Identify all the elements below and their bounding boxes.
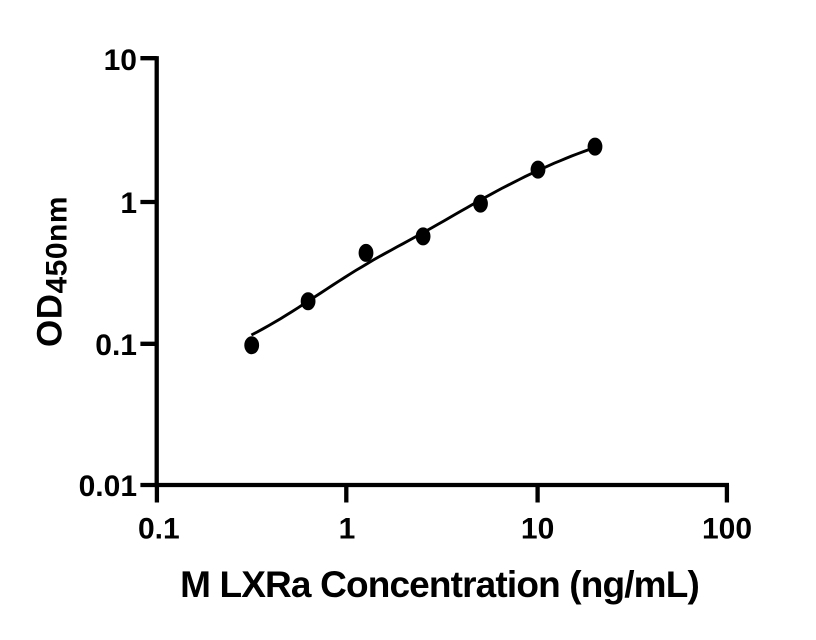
svg-text:1: 1: [339, 513, 356, 546]
svg-text:100: 100: [702, 513, 752, 546]
svg-text:OD450nm: OD450nm: [31, 196, 74, 347]
svg-text:10: 10: [104, 44, 137, 77]
svg-text:M LXRa Concentration (ng/mL): M LXRa Concentration (ng/mL): [180, 564, 699, 605]
svg-text:0.01: 0.01: [79, 470, 137, 503]
svg-text:1: 1: [120, 187, 137, 220]
svg-text:10: 10: [521, 513, 554, 546]
svg-text:0.1: 0.1: [95, 329, 137, 362]
svg-text:0.1: 0.1: [138, 513, 180, 546]
